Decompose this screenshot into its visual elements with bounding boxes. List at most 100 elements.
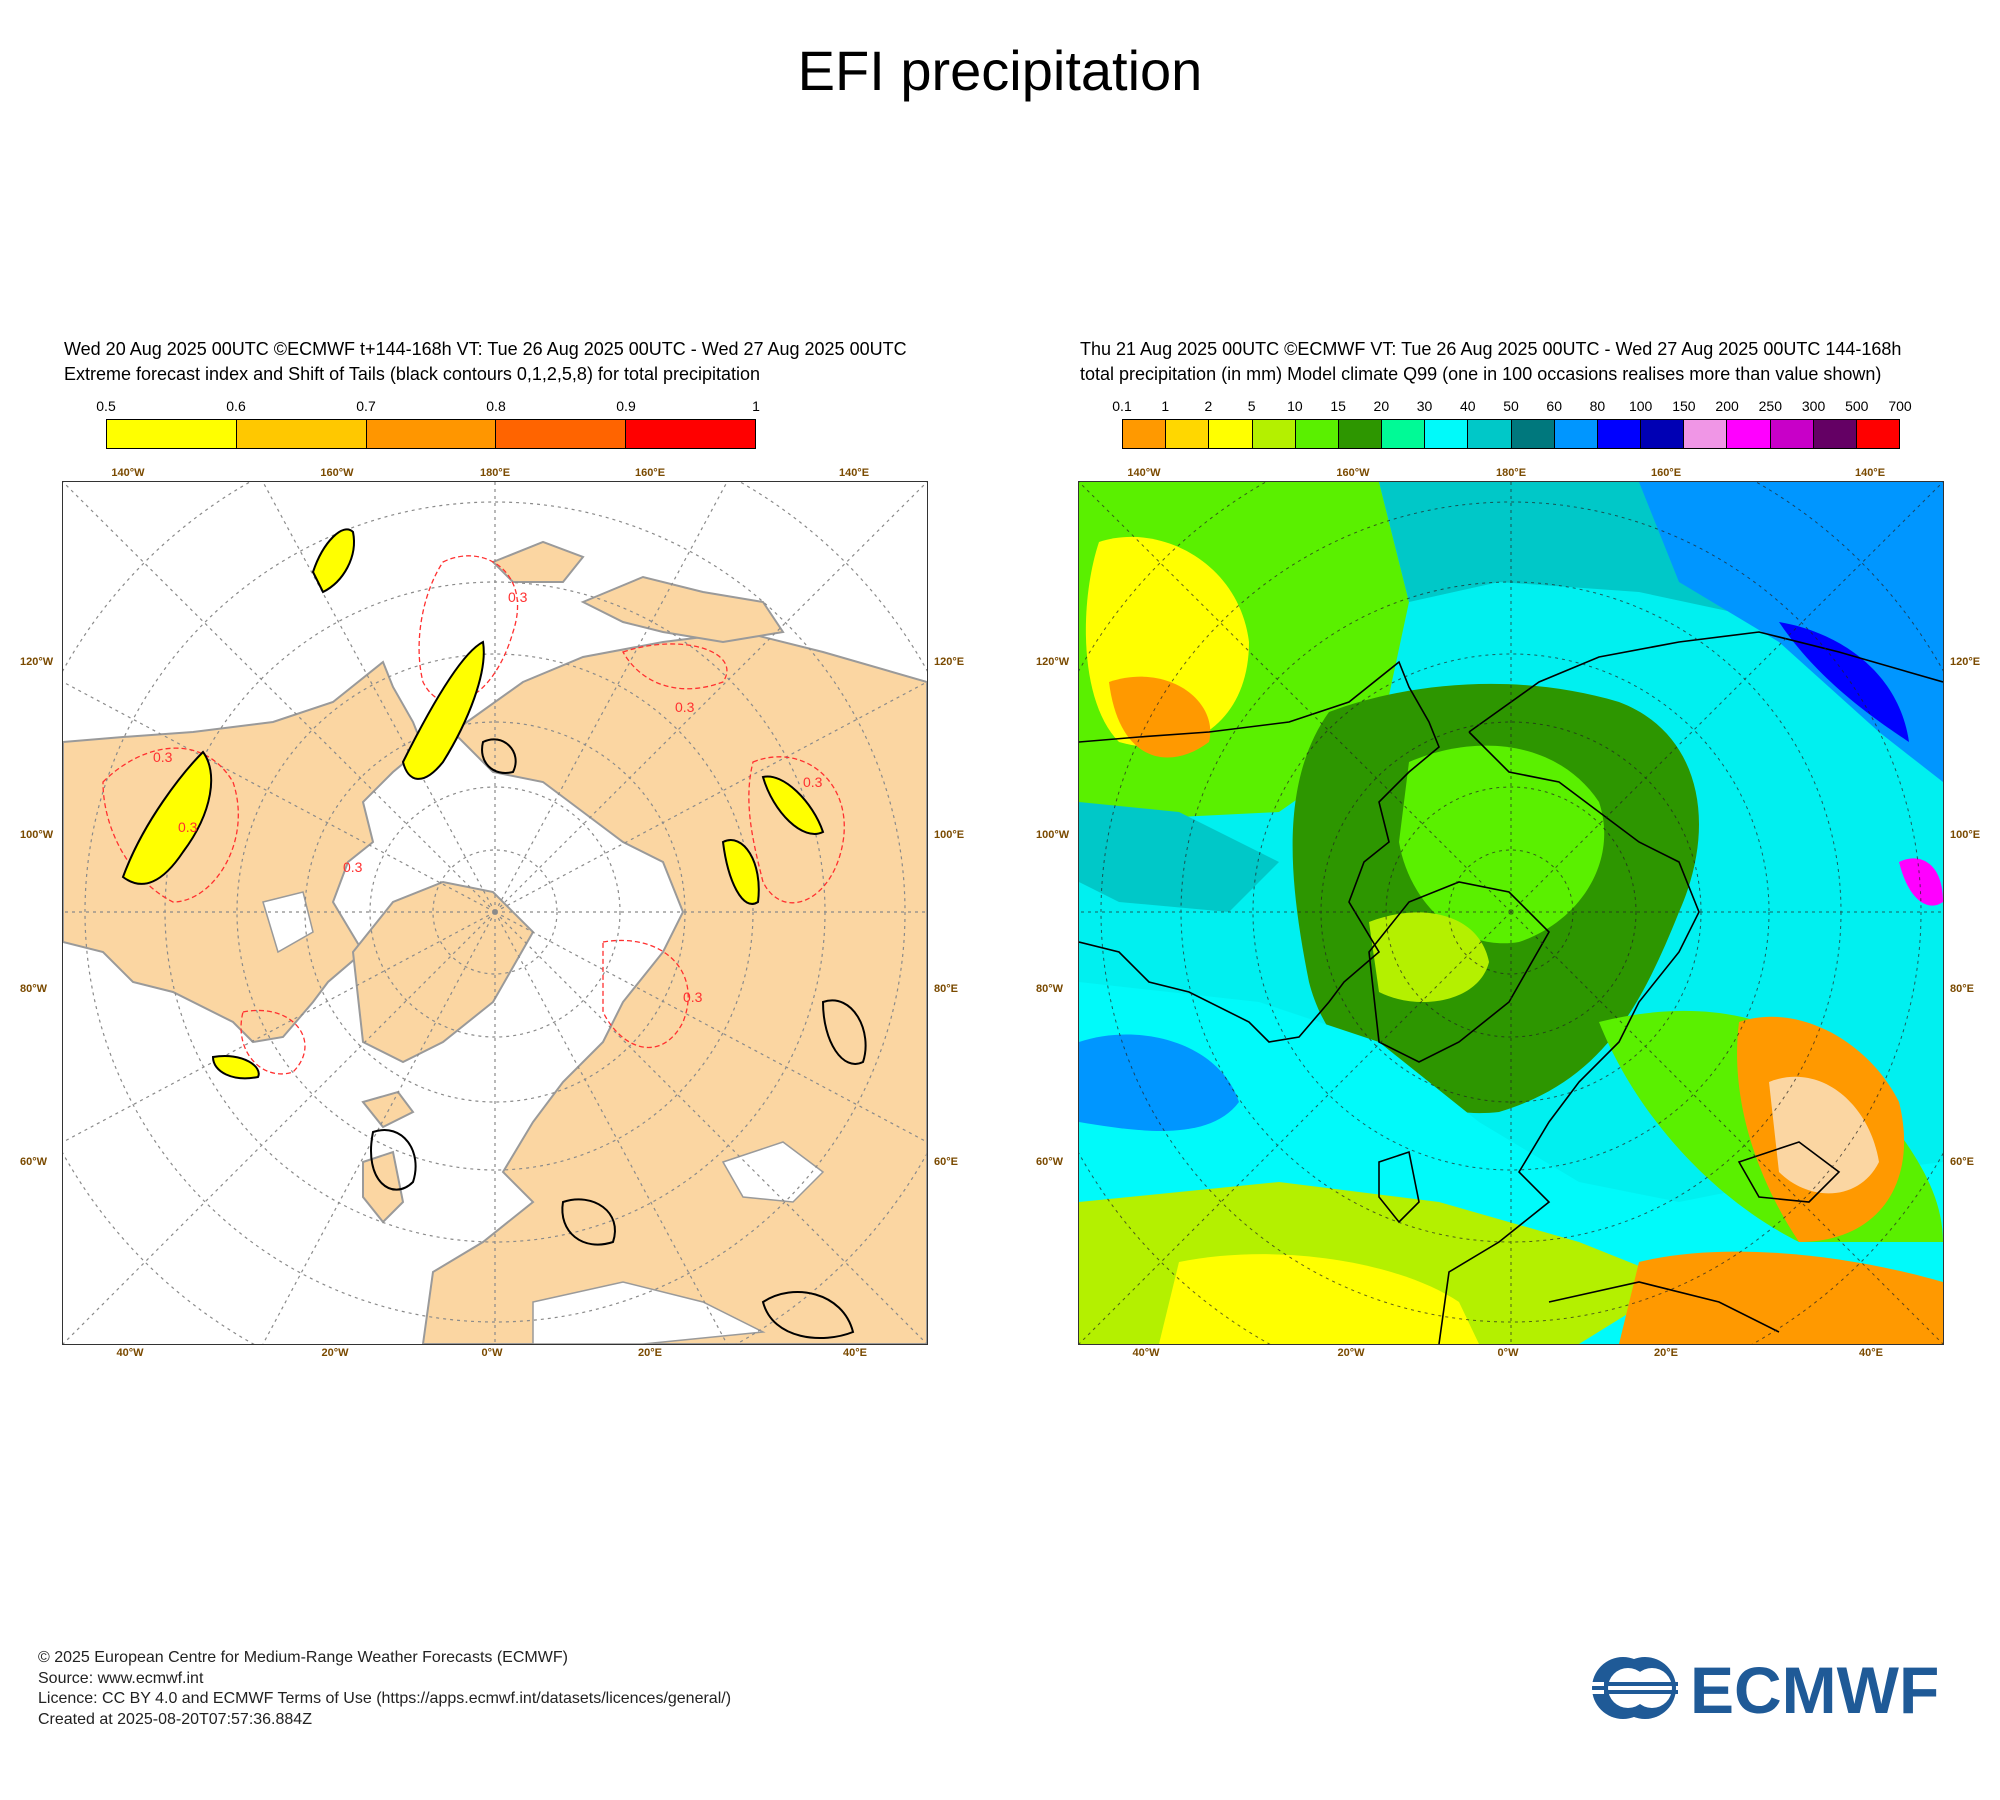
- right-legend-tick: 500: [1845, 398, 1869, 414]
- left-bottom-lon-label: 20°E: [638, 1347, 662, 1359]
- right-legend-swatch-0: [1123, 420, 1167, 448]
- right-color-legend: [1122, 419, 1900, 449]
- svg-text:0.3: 0.3: [343, 859, 363, 875]
- right-left-lat-label: 80°W: [1036, 983, 1064, 995]
- left-right-lat-label: 80°E: [934, 983, 958, 995]
- right-top-lon-label: 180°E: [1495, 467, 1527, 479]
- right-legend-swatch-9: [1511, 420, 1555, 448]
- left-bottom-lon-label: 40°E: [843, 1347, 867, 1359]
- left-legend-tick: 0.7: [356, 398, 376, 414]
- right-precip-fields: [1079, 482, 1943, 1344]
- right-legend-swatch-13: [1684, 420, 1728, 448]
- right-top-lon-label: 160°E: [1650, 467, 1682, 479]
- right-legend-tick: 80: [1589, 398, 1606, 414]
- right-graticule: [1079, 482, 1943, 1344]
- page-title: EFI precipitation: [797, 39, 1203, 102]
- footer-credits: © 2025 European Centre for Medium-Range …: [38, 1648, 731, 1730]
- right-legend-swatch-7: [1425, 420, 1469, 448]
- right-legend-swatch-5: [1338, 420, 1383, 448]
- svg-text:0.3: 0.3: [153, 749, 173, 765]
- left-legend-swatch-1: [236, 420, 367, 448]
- left-top-lon-label: 160°E: [634, 467, 666, 479]
- right-top-lon-label: 140°E: [1854, 467, 1886, 479]
- left-left-lat-label: 120°W: [20, 656, 54, 668]
- right-legend-swatch-3: [1252, 420, 1296, 448]
- left-legend-swatch-2: [366, 420, 497, 448]
- footer-source: Source: www.ecmwf.int: [38, 1669, 204, 1687]
- svg-text:0.3: 0.3: [675, 699, 695, 715]
- left-sot-labels: 0.3 0.3 0.3 0.3 0.3 0.3 0.3: [153, 589, 823, 1005]
- footer-copyright: © 2025 European Centre for Medium-Range …: [38, 1649, 568, 1666]
- footer-created: Created at 2025-08-20T07:57:36.884Z: [38, 1710, 312, 1728]
- right-legend-tick: 700: [1888, 398, 1912, 414]
- left-top-lon-label: 180°E: [479, 467, 511, 479]
- ecmwf-logo: ECMWF: [1590, 1655, 1939, 1721]
- svg-text:0.3: 0.3: [508, 589, 528, 605]
- left-left-lat-label: 80°W: [20, 983, 48, 995]
- right-legend-tick: 300: [1801, 398, 1826, 414]
- left-header-line1: Wed 20 Aug 2025 00UTC ©ECMWF t+144-168h …: [64, 339, 907, 359]
- right-legend-tick: 5: [1247, 398, 1256, 414]
- right-legend-swatch-4: [1295, 420, 1339, 448]
- right-legend-swatch-15: [1770, 420, 1814, 448]
- left-efi-yellow-areas: [121, 528, 825, 1080]
- svg-text:0.3: 0.3: [683, 989, 703, 1005]
- right-right-lat-label: 100°E: [1950, 829, 1981, 841]
- right-legend-swatch-10: [1554, 420, 1598, 448]
- right-header-line2: total precipitation (in mm) Model climat…: [1080, 364, 1882, 384]
- right-right-lat-label: 60°E: [1950, 1156, 1974, 1168]
- right-legend-tick: 20: [1373, 398, 1390, 414]
- right-legend-tick: 250: [1758, 398, 1783, 414]
- right-legend-tick: 30: [1416, 398, 1433, 414]
- right-legend-swatch-6: [1382, 420, 1426, 448]
- left-legend-tick: 0.5: [96, 398, 116, 414]
- left-bottom-lon-label: 20°W: [321, 1347, 349, 1359]
- right-legend-swatch-17: [1856, 420, 1900, 448]
- right-right-lat-label: 120°E: [1950, 656, 1981, 668]
- right-top-lon-label: 160°W: [1336, 467, 1370, 479]
- right-left-lat-label: 60°W: [1036, 1156, 1064, 1168]
- right-left-lat-label: 120°W: [1036, 656, 1070, 668]
- right-bottom-lon-label: 40°E: [1859, 1347, 1883, 1359]
- left-map-canvas: 0.3 0.3 0.3 0.3 0.3 0.3 0.3: [63, 482, 927, 1344]
- left-color-legend: [106, 419, 756, 449]
- right-legend-swatch-12: [1641, 420, 1685, 448]
- left-sot-black-contours: [370, 738, 867, 1339]
- left-legend-swatch-0: [107, 420, 237, 448]
- right-bottom-lon-label: 40°W: [1132, 1347, 1160, 1359]
- right-right-lat-label: 80°E: [1950, 983, 1974, 995]
- right-legend-swatch-14: [1727, 420, 1771, 448]
- left-panel-header: Wed 20 Aug 2025 00UTC ©ECMWF t+144-168h …: [64, 337, 907, 387]
- left-right-lat-label: 120°E: [934, 656, 965, 668]
- left-header-line2: Extreme forecast index and Shift of Tail…: [64, 364, 761, 384]
- left-legend-tick: 0.8: [486, 398, 506, 414]
- right-map-q99: [1078, 481, 1944, 1345]
- left-top-lon-label: 140°W: [111, 467, 145, 479]
- right-panel-header: Thu 21 Aug 2025 00UTC ©ECMWF VT: Tue 26 …: [1080, 337, 1901, 387]
- left-legend-swatch-4: [626, 420, 755, 448]
- left-legend-tick: 1: [752, 398, 760, 414]
- left-left-lat-label: 60°W: [20, 1156, 48, 1168]
- svg-text:0.3: 0.3: [178, 819, 198, 835]
- left-right-lat-label: 100°E: [934, 829, 965, 841]
- left-bottom-lon-label: 40°W: [116, 1347, 144, 1359]
- right-bottom-lon-label: 20°W: [1337, 1347, 1365, 1359]
- right-left-lat-label: 100°W: [1036, 829, 1070, 841]
- right-legend-swatch-2: [1209, 420, 1253, 448]
- right-bottom-lon-label: 20°E: [1654, 1347, 1678, 1359]
- left-top-lon-label: 160°W: [320, 467, 354, 479]
- right-coastlines: [1079, 631, 1943, 1344]
- left-map-efi: 0.3 0.3 0.3 0.3 0.3 0.3 0.3: [62, 481, 928, 1345]
- right-legend-tick: 200: [1715, 398, 1739, 414]
- left-right-lat-label: 60°E: [934, 1156, 958, 1168]
- right-legend-tick: 60: [1546, 398, 1563, 414]
- right-legend-tick: 150: [1672, 398, 1696, 414]
- right-legend-tick: 10: [1287, 398, 1303, 414]
- right-legend-ticks: 0.1 1 2 5 10 15 20 30 40 50 60 80 100 150 200 250 300 500…: [1112, 398, 1911, 416]
- right-legend-tick: 0.1: [1112, 398, 1132, 414]
- right-bottom-lon-label: 0°W: [1497, 1347, 1519, 1359]
- left-legend-swatch-3: [496, 420, 627, 448]
- right-map-canvas: [1079, 482, 1943, 1344]
- right-legend-tick: 2: [1204, 398, 1213, 414]
- right-legend-tick: 100: [1628, 398, 1653, 414]
